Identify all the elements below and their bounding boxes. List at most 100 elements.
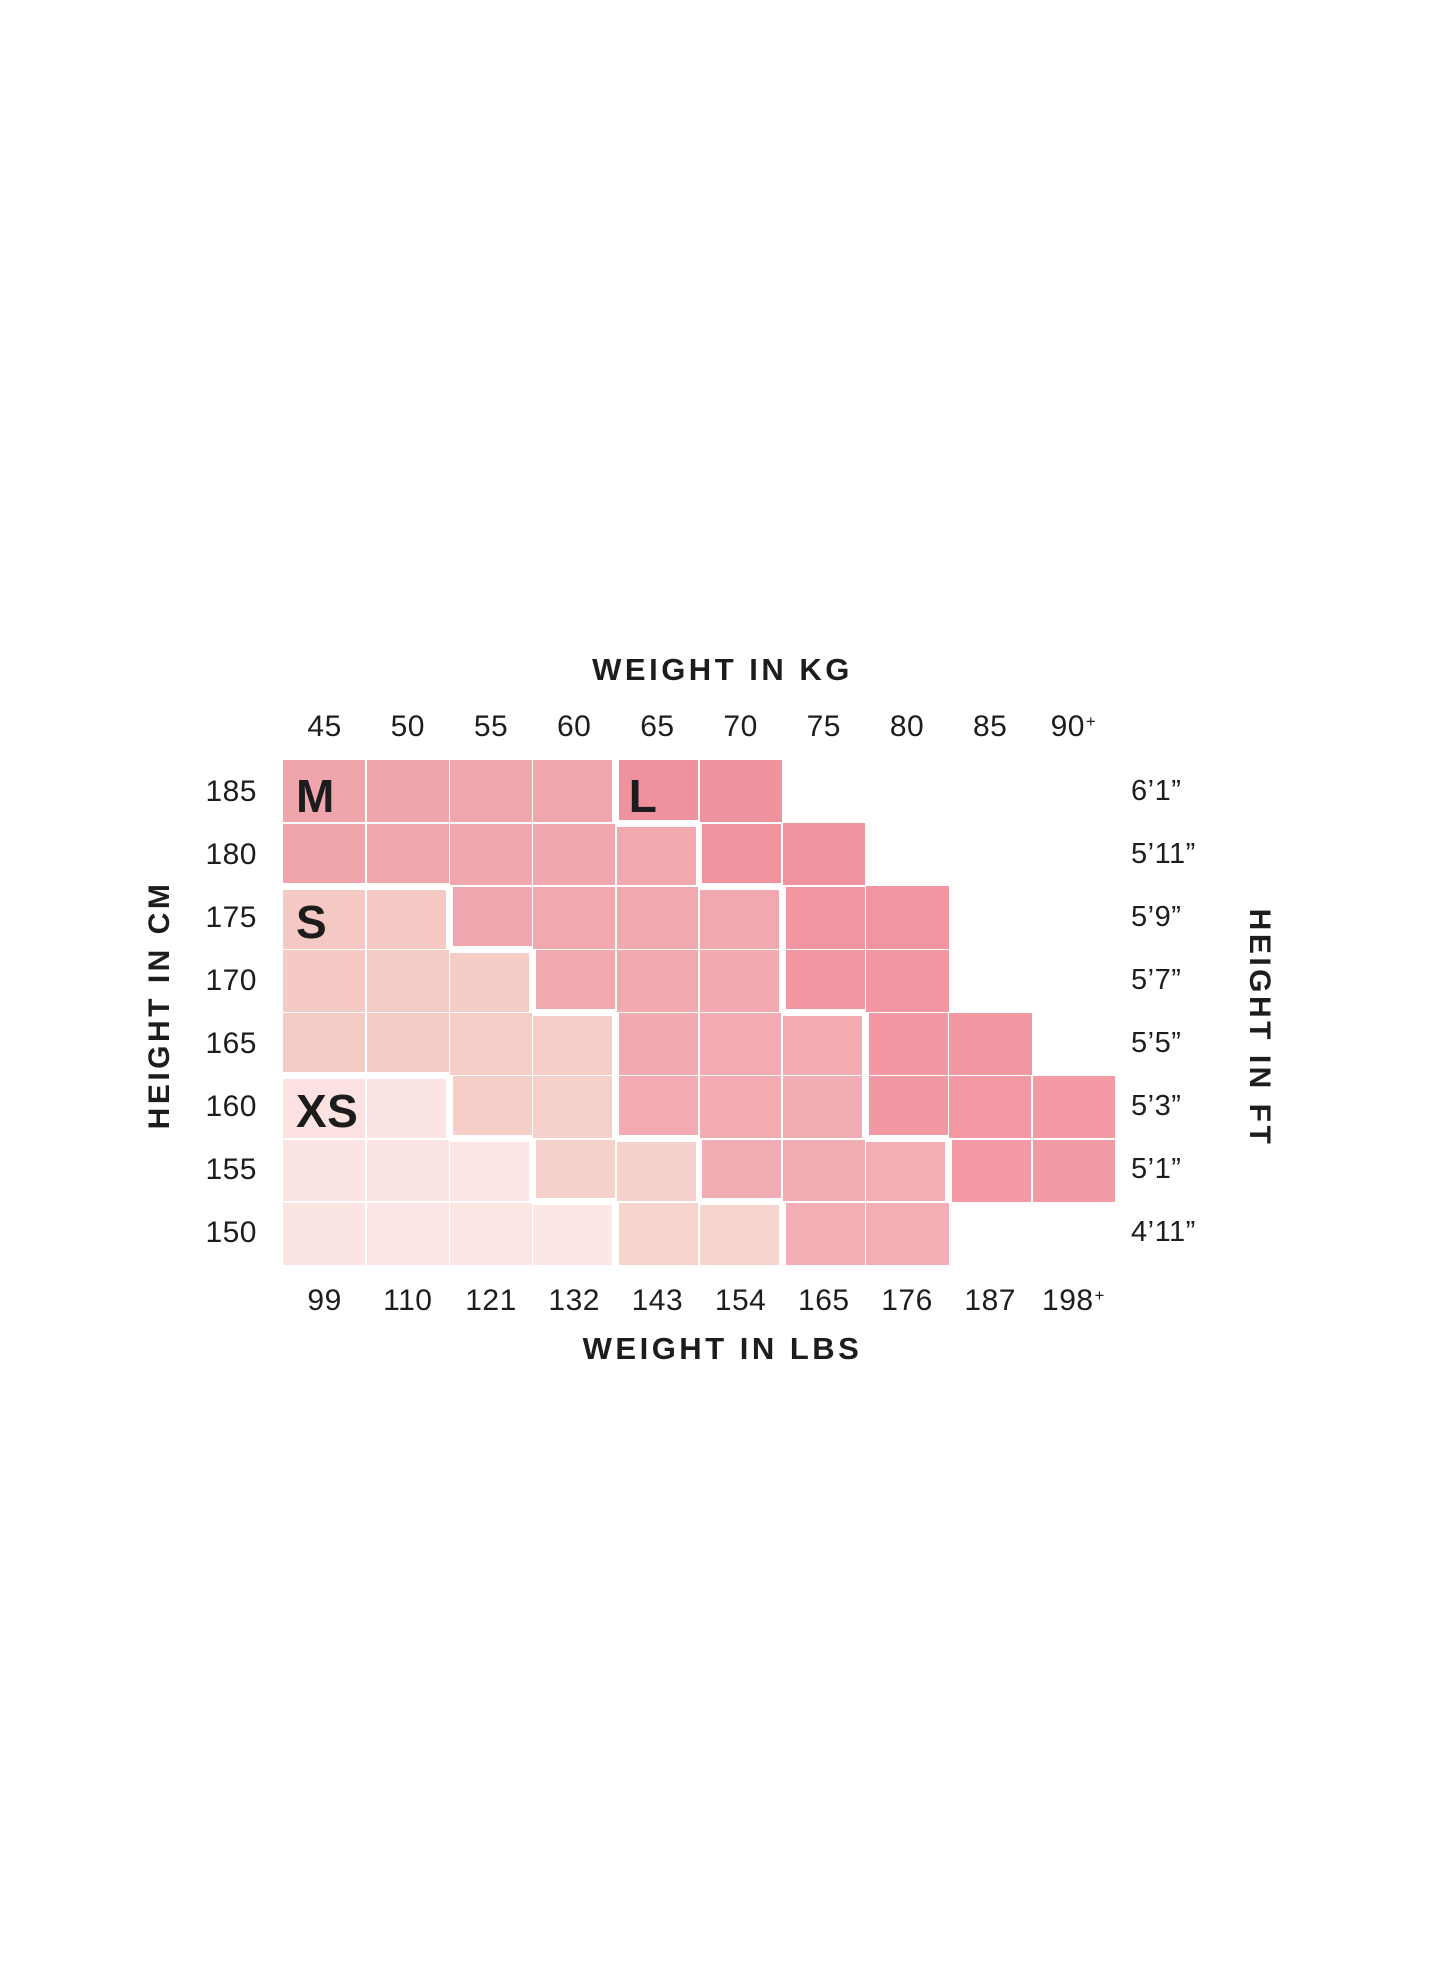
size-cell-l xyxy=(949,1012,1032,1075)
size-cell-m xyxy=(533,823,615,886)
kg-tick: 85 xyxy=(973,710,1008,743)
size-cell-m xyxy=(699,1013,782,1075)
size-cell-m xyxy=(450,823,532,886)
cm-tick: 185 xyxy=(205,774,257,808)
kg-tick: 50 xyxy=(390,710,425,743)
size-cell-m xyxy=(783,1015,862,1075)
ft-tick: 5’3” xyxy=(1131,1090,1182,1123)
size-cell-s xyxy=(452,1076,532,1136)
size-cell-l xyxy=(619,760,699,820)
cm-tick: 180 xyxy=(205,837,257,871)
size-cell-s xyxy=(283,1013,366,1073)
size-cell-m xyxy=(702,1139,782,1199)
size-cell-m xyxy=(616,826,696,886)
size-cell-s xyxy=(283,889,366,949)
size-cell-m xyxy=(866,1202,949,1265)
size-cell-m xyxy=(619,1013,699,1075)
size-cell-l xyxy=(868,1076,948,1136)
size-cell-l xyxy=(868,1013,948,1075)
cm-tick: 170 xyxy=(205,963,257,997)
kg-tick: 65 xyxy=(640,710,675,743)
size-cell-xs xyxy=(283,1139,366,1202)
size-cell-s xyxy=(699,1205,779,1265)
size-cell-xs xyxy=(367,1139,449,1202)
size-cell-m xyxy=(533,887,615,949)
size-cell-xs xyxy=(283,1079,366,1138)
size-cell-l xyxy=(949,1076,1031,1138)
ft-tick: 5’11” xyxy=(1131,837,1196,870)
size-cell-m xyxy=(785,1202,865,1265)
kg-tick: 45 xyxy=(307,710,342,743)
size-cell-l xyxy=(783,823,866,886)
size-cell-s xyxy=(450,952,530,1012)
cm-tick: 160 xyxy=(205,1090,257,1124)
size-cell-xs xyxy=(283,1202,366,1265)
lbs-tick: 121 xyxy=(465,1284,517,1317)
size-cell-s xyxy=(616,1142,696,1202)
size-cell-m xyxy=(283,760,366,823)
size-cell-m xyxy=(616,950,699,1012)
plus-superscript: + xyxy=(1086,712,1097,731)
cm-tick: 175 xyxy=(205,900,257,934)
kg-tick: 70 xyxy=(723,710,758,743)
lbs-tick: 198+ xyxy=(1042,1284,1105,1317)
ft-tick: 5’1” xyxy=(1131,1153,1182,1186)
size-cell-s xyxy=(450,1013,532,1075)
size-cell-xs xyxy=(367,1202,449,1265)
size-cell-m xyxy=(536,950,615,1010)
lbs-tick: 165 xyxy=(798,1284,850,1317)
plus-superscript: + xyxy=(1094,1286,1105,1305)
size-cell-s xyxy=(367,1013,449,1073)
lbs-tick: 187 xyxy=(964,1284,1016,1317)
lbs-tick: 132 xyxy=(548,1284,600,1317)
size-cell-m xyxy=(699,889,779,949)
lbs-tick: 143 xyxy=(631,1284,684,1317)
size-cell-s xyxy=(283,950,366,1012)
size-cell-l xyxy=(785,887,865,949)
kg-tick: 90+ xyxy=(1050,710,1097,743)
size-label-xs: XS xyxy=(296,1085,359,1138)
size-cell-l xyxy=(702,823,782,883)
height-ft-axis-title: HEIGHT IN FT xyxy=(1243,908,1276,1148)
size-cell-l xyxy=(1032,1075,1115,1138)
size-cell-m xyxy=(783,1076,862,1138)
size-cell-m xyxy=(699,950,779,1012)
size-cell-m xyxy=(367,760,449,823)
size-label-m: M xyxy=(296,769,335,822)
weight-kg-axis-title: WEIGHT IN KG xyxy=(592,652,853,687)
kg-tick: 55 xyxy=(473,710,509,743)
weight-lbs-axis-title: WEIGHT IN LBS xyxy=(582,1331,863,1366)
size-cell-m xyxy=(367,823,449,883)
size-cell-s xyxy=(533,1076,613,1138)
size-cell-s xyxy=(619,1202,699,1265)
size-cell-l xyxy=(699,760,783,823)
size-cell-m xyxy=(616,887,699,949)
size-cell-l xyxy=(866,886,949,949)
lbs-tick: 110 xyxy=(383,1284,433,1317)
size-cell-l xyxy=(785,950,865,1010)
size-cell-m xyxy=(866,1142,946,1202)
size-cell-s xyxy=(367,889,446,949)
size-cell-m xyxy=(533,760,613,823)
size-cell-s xyxy=(367,950,449,1012)
size-cell-m xyxy=(283,823,366,883)
lbs-tick: 154 xyxy=(714,1284,767,1317)
kg-tick: 80 xyxy=(889,710,925,743)
size-label-s: S xyxy=(296,895,328,948)
size-cell-m xyxy=(699,1076,782,1138)
ft-tick: 5’5” xyxy=(1131,1027,1182,1060)
cm-tick: 165 xyxy=(205,1027,257,1061)
size-cell-xs xyxy=(367,1079,446,1138)
size-cell-xs xyxy=(450,1142,530,1202)
size-cell-m xyxy=(619,1076,699,1136)
ft-tick: 5’9” xyxy=(1131,900,1182,933)
lbs-tick: 99 xyxy=(307,1284,342,1317)
size-label-l: L xyxy=(628,769,658,822)
size-cell-xs xyxy=(450,1202,532,1265)
kg-tick: 60 xyxy=(557,710,592,743)
size-cell-l xyxy=(1032,1139,1115,1202)
size-cell-m xyxy=(452,887,532,946)
ft-tick: 5’7” xyxy=(1131,963,1182,996)
ft-tick: 6’1” xyxy=(1131,774,1182,807)
size-cell-l xyxy=(952,1139,1031,1202)
